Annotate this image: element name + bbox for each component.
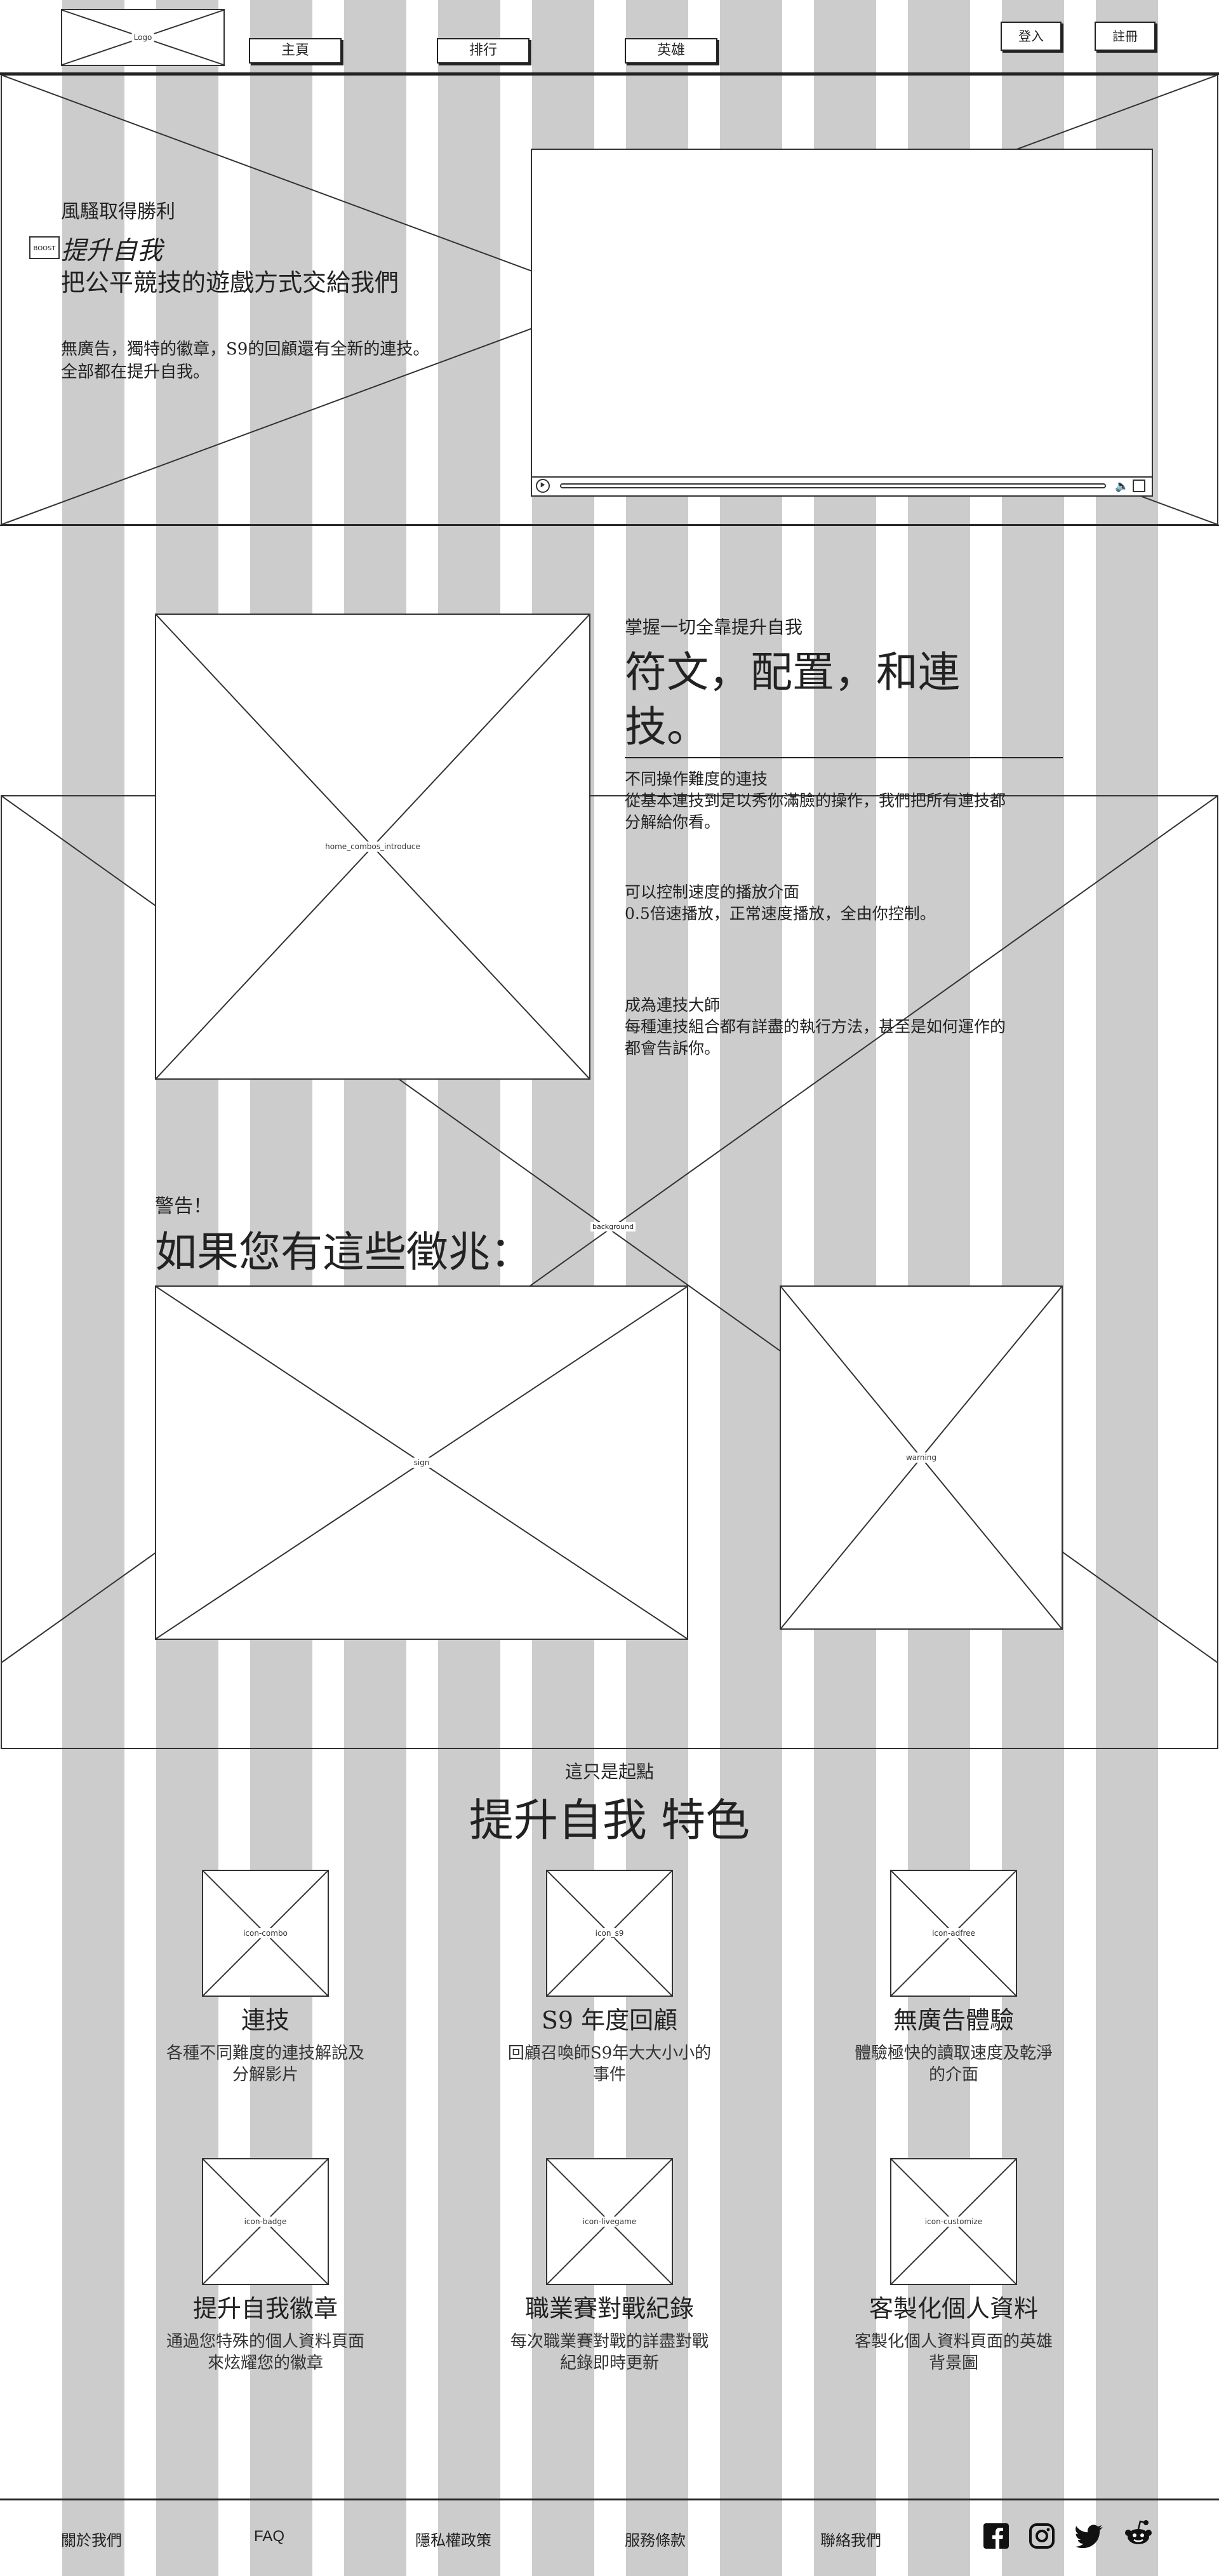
warning-title: 如果您有這些徵兆：	[155, 1228, 532, 1277]
warning-image-placeholder: warning	[780, 1285, 1063, 1630]
feature-desc-line: 事件	[592, 2065, 626, 2084]
hero-bottom-divider	[0, 525, 1219, 526]
sign-image-label: sign	[411, 1458, 432, 1468]
feature-desc-line: 體驗極快的讀取速度及乾淨	[854, 2044, 1053, 2063]
hero-description: 無廣告，獨特的徽章，S9的回顧還有全新的連技。 全部都在提升自我。	[61, 338, 429, 384]
login-button[interactable]: 登入	[1001, 22, 1062, 51]
combo-feature-desc: 分解給你看。	[625, 813, 721, 831]
feature-title: S9 年度回顧	[541, 2006, 678, 2034]
footer-link-terms[interactable]: 服務條款	[625, 2532, 686, 2549]
icon-label: icon-customize	[923, 2217, 985, 2227]
feature-desc-line: 的介面	[928, 2065, 978, 2084]
instagram-icon[interactable]	[1029, 2523, 1055, 2549]
icon-label: icon-combo	[241, 1928, 290, 1938]
combo-feature-desc: 每種連技組合都有詳盡的執行方法，甚至是如何運作的	[625, 1017, 1006, 1036]
combos-title-line1: 符文，配置，和連	[625, 648, 960, 697]
hero-desc-line2: 全部都在提升自我。	[61, 363, 210, 382]
twitter-icon[interactable]	[1076, 2524, 1103, 2548]
warning-bg-label: background	[590, 1222, 636, 1231]
footer-divider	[0, 2499, 1219, 2500]
combos-title-underline	[625, 757, 1063, 758]
adfree-feature-icon: icon-adfree	[890, 1870, 1017, 1997]
hero-headline: 把公平競技的遊戲方式交給我們	[61, 269, 399, 297]
combos-title-line2: 技。	[625, 702, 709, 751]
combos-image-placeholder: home_combos_introduce	[155, 614, 590, 1080]
feature-desc: 體驗極快的讀取速度及乾淨 的介面	[839, 2043, 1068, 2086]
feature-desc-line: 背景圖	[928, 2354, 978, 2373]
feature-desc: 各種不同難度的連技解說及 分解影片	[151, 2043, 380, 2086]
feature-desc-line: 各種不同難度的連技解說及	[166, 2044, 364, 2063]
s9-feature-icon: icon_s9	[546, 1870, 673, 1997]
feature-title: 職業賽對戰紀錄	[524, 2295, 694, 2323]
feature-title: 無廣告體驗	[893, 2006, 1014, 2034]
feature-desc-line: 來炫耀您的徽章	[207, 2354, 323, 2373]
hero-video-player[interactable]: 🔈	[531, 149, 1153, 497]
icon-label: icon-livegame	[580, 2217, 639, 2227]
combo-feature-desc: 都會告訴你。	[625, 1039, 721, 1057]
feature-desc-line: 通過您特殊的個人資料頁面	[166, 2332, 364, 2351]
combo-feature-item: 可以控制速度的播放介面 0.5倍速播放，正常速度播放，全由你控制。	[625, 882, 1069, 925]
header-divider	[0, 72, 1219, 75]
sign-image-placeholder: sign	[155, 1285, 688, 1640]
combos-title: 符文，配置，和連 技。	[625, 645, 960, 755]
combo-feature-desc: 0.5倍速播放，正常速度播放，全由你控制。	[625, 904, 936, 923]
feature-desc-line: 客製化個人資料頁面的英雄	[854, 2332, 1053, 2351]
combo-feature-title: 可以控制速度的播放介面	[625, 883, 800, 901]
footer-link-faq[interactable]: FAQ	[254, 2528, 285, 2545]
hero-brand: 提升自我	[61, 236, 163, 265]
feature-desc: 每次職業賽對戰的詳盡對戰 紀錄即時更新	[495, 2331, 724, 2374]
livegame-feature-icon: icon-livegame	[546, 2158, 673, 2285]
footer-link-privacy[interactable]: 隱私權政策	[415, 2532, 491, 2549]
feature-desc-line: 每次職業賽對戰的詳盡對戰	[510, 2332, 709, 2351]
facebook-icon[interactable]	[983, 2523, 1009, 2549]
feature-title: 提升自我徽章	[192, 2295, 338, 2323]
logo-placeholder[interactable]: Logo	[61, 9, 225, 66]
icon-label: icon-badge	[242, 2217, 289, 2227]
feature-title: 客製化個人資料	[869, 2295, 1038, 2323]
feature-desc-line: 分解影片	[232, 2065, 298, 2084]
combo-feature-item: 不同操作難度的連技 從基本連技到足以秀你滿臉的操作，我們把所有連技都 分解給你看…	[625, 768, 1069, 833]
feature-desc-line: 回顧召喚師S9年大大小小的	[507, 2044, 712, 2063]
icon-label: icon-adfree	[930, 1928, 977, 1938]
features-title: 提升自我 特色	[469, 1794, 750, 1846]
feature-desc: 客製化個人資料頁面的英雄 背景圖	[839, 2331, 1068, 2374]
combos-image-label: home_combos_introduce	[323, 842, 422, 852]
feature-desc: 通過您特殊的個人資料頁面 來炫耀您的徽章	[151, 2331, 380, 2374]
logo-label: Logo	[131, 32, 154, 43]
boost-badge-icon: BOOST	[29, 236, 60, 259]
combo-feature-title: 成為連技大師	[625, 996, 721, 1014]
video-progress-bar[interactable]	[560, 483, 1106, 488]
combo-feature-item: 成為連技大師 每種連技組合都有詳盡的執行方法，甚至是如何運作的 都會告訴你。	[625, 995, 1069, 1059]
hero-desc-line1: 無廣告，獨特的徽章，S9的回顧還有全新的連技。	[61, 340, 430, 359]
feature-desc-line: 紀錄即時更新	[559, 2354, 659, 2373]
warning-eyebrow: 警告！	[155, 1195, 212, 1218]
customize-feature-icon: icon-customize	[890, 2158, 1017, 2285]
footer-link-contact[interactable]: 聯絡我們	[820, 2532, 881, 2549]
register-button[interactable]: 註冊	[1095, 22, 1156, 51]
combo-feature-title: 不同操作難度的連技	[625, 770, 768, 788]
nav-heroes-button[interactable]: 英雄	[625, 38, 717, 64]
reddit-icon[interactable]	[1124, 2519, 1153, 2548]
combos-eyebrow: 掌握一切全靠提升自我	[625, 617, 803, 638]
boost-badge-label: BOOST	[33, 245, 56, 252]
feature-desc: 回顧召喚師S9年大大小小的 事件	[495, 2043, 724, 2086]
features-eyebrow: 這只是起點	[564, 1761, 654, 1782]
hero-eyebrow: 風騷取得勝利	[61, 201, 175, 223]
grid-column	[62, 0, 124, 2576]
volume-icon[interactable]: 🔈	[1115, 480, 1129, 493]
icon-label: icon_s9	[593, 1928, 626, 1938]
footer-link-about[interactable]: 關於我們	[61, 2532, 122, 2549]
play-icon[interactable]	[536, 479, 550, 493]
warning-image-label: warning	[903, 1452, 939, 1463]
feature-title: 連技	[241, 2006, 290, 2034]
badge-feature-icon: icon-badge	[202, 2158, 329, 2285]
fullscreen-icon[interactable]	[1133, 480, 1145, 492]
nav-home-button[interactable]: 主頁	[249, 38, 342, 64]
combo-feature-icon: icon-combo	[202, 1870, 329, 1997]
video-controls: 🔈	[532, 476, 1152, 495]
nav-ranking-button[interactable]: 排行	[437, 38, 530, 64]
combo-feature-desc: 從基本連技到足以秀你滿臉的操作，我們把所有連技都	[625, 791, 1006, 810]
